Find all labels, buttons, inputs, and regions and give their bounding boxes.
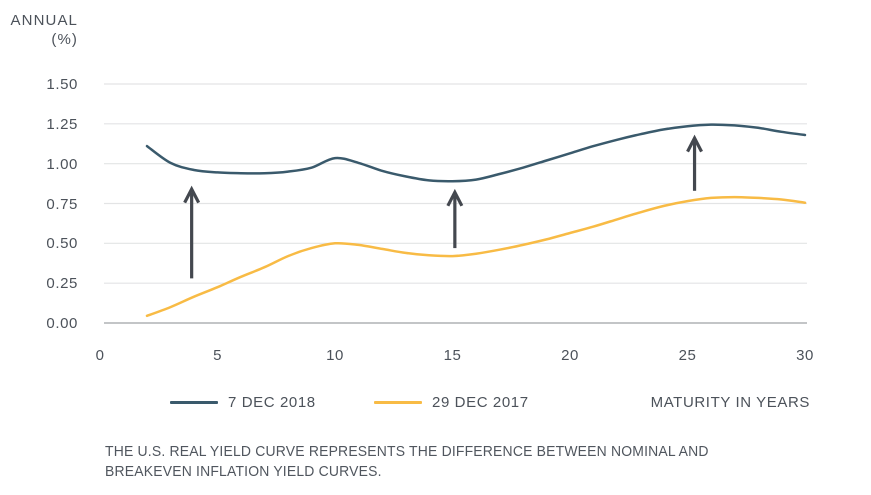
figure-caption: THE U.S. REAL YIELD CURVE REPRESENTS THE…: [105, 442, 709, 482]
y-tick-label: 1.50: [46, 76, 78, 93]
x-tick-label: 30: [796, 347, 814, 364]
legend-swatch-2018: [170, 401, 218, 404]
x-tick-label: 15: [443, 347, 462, 364]
caption-line-2: BREAKEVEN INFLATION YIELD CURVES.: [105, 463, 382, 480]
y-tick-label: 1.25: [46, 115, 78, 133]
chart-plot-area: [104, 83, 807, 324]
y-tick-label: 0.75: [46, 195, 78, 213]
y-axis-title-line1: ANNUAL: [10, 12, 78, 29]
up-arrow-head: [183, 185, 201, 204]
series-line-2017: [145, 195, 807, 318]
x-tick-label: 5: [213, 347, 222, 364]
caption-line-1: THE U.S. REAL YIELD CURVE REPRESENTS THE…: [105, 443, 709, 460]
x-tick-label: 0: [95, 347, 105, 364]
x-tick-label: 10: [326, 347, 344, 364]
legend-label-2017: 29 DEC 2017: [432, 394, 529, 411]
y-tick-label: 0.50: [46, 235, 78, 253]
y-tick-label: 0.00: [46, 315, 78, 332]
series-line-2018: [145, 123, 807, 183]
x-tick-label: 25: [678, 347, 697, 364]
y-tick-label: 0.25: [46, 275, 78, 293]
y-tick-label: 1.00: [46, 155, 78, 173]
up-arrow-head: [446, 188, 464, 207]
legend-label-2018: 7 DEC 2018: [228, 394, 316, 411]
legend-swatch-2017: [374, 401, 422, 404]
x-axis-title: MATURITY IN YEARS: [650, 394, 810, 411]
y-axis-title-line2: (%): [51, 31, 78, 48]
up-arrow-head: [686, 134, 703, 153]
x-tick-label: 20: [561, 347, 579, 364]
